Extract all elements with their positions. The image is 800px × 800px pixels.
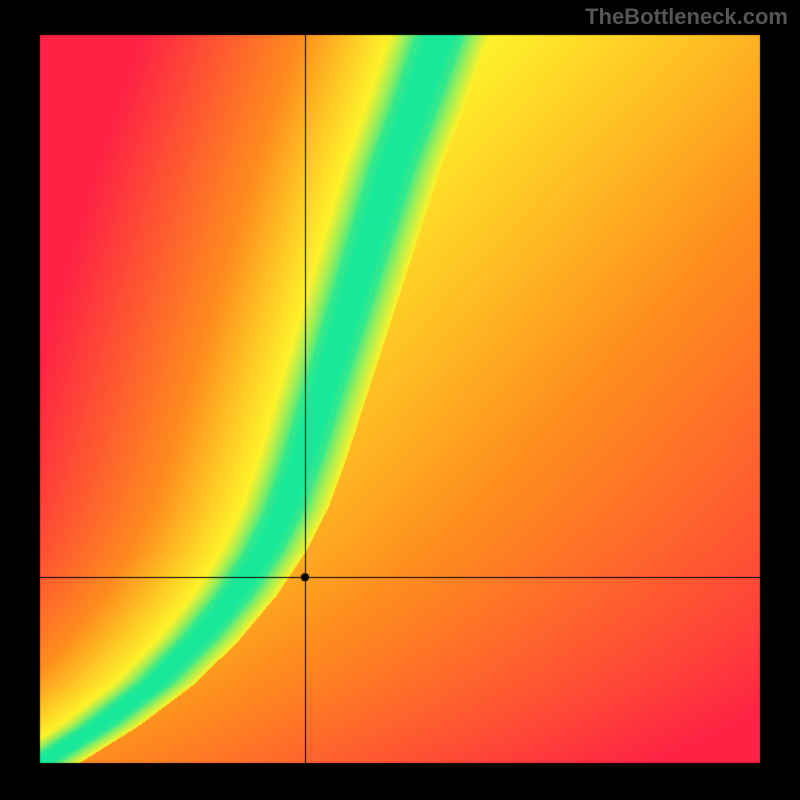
watermark: TheBottleneck.com xyxy=(585,4,788,30)
chart-container: TheBottleneck.com xyxy=(0,0,800,800)
heatmap-canvas xyxy=(0,0,800,800)
